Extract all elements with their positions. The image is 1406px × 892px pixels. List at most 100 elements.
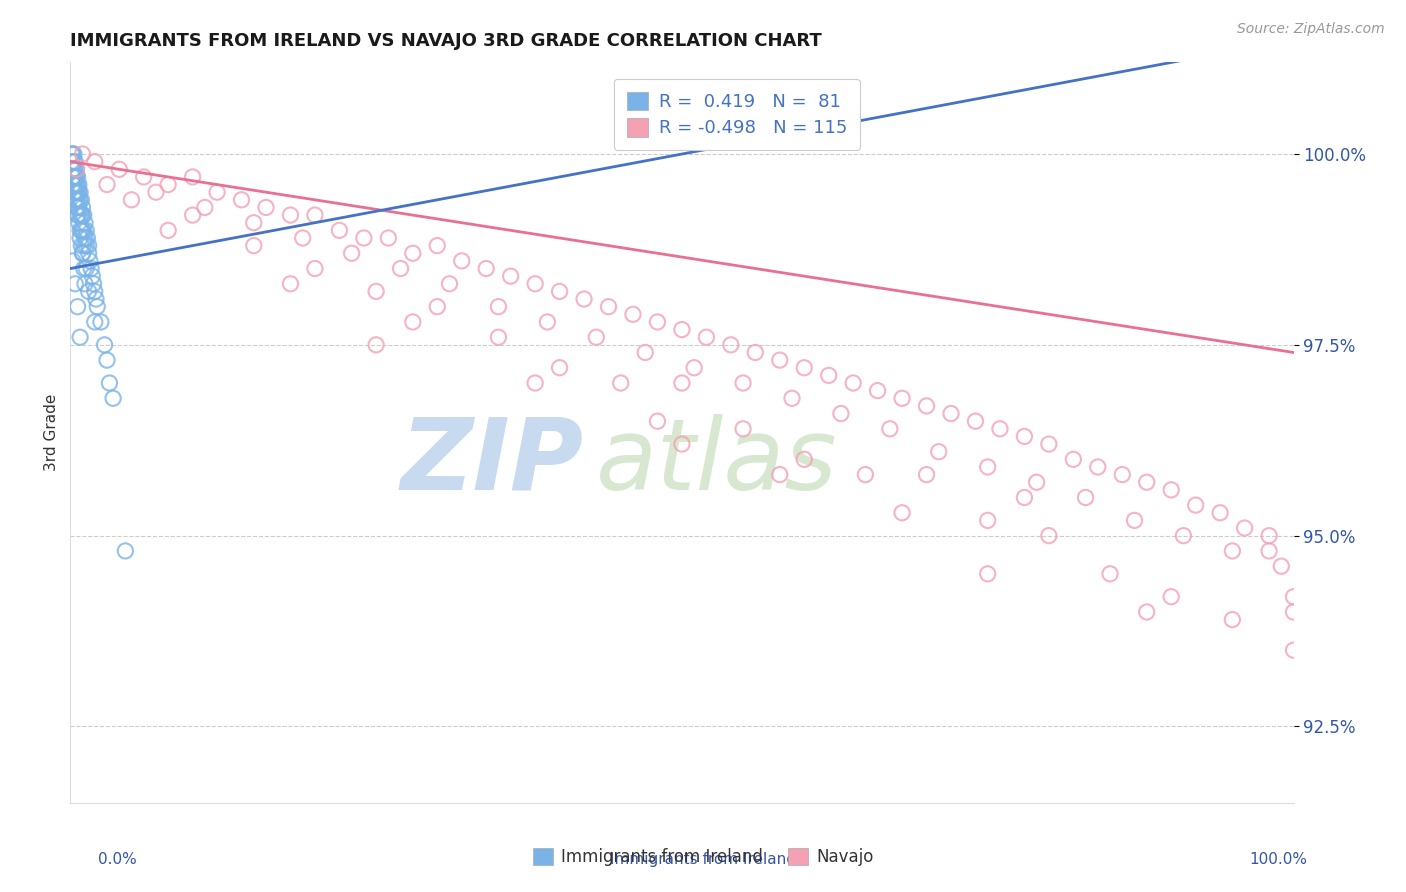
Point	[548, 285, 571, 299]
Text: atlas: atlas	[596, 414, 838, 511]
Point	[1184, 498, 1206, 512]
Point	[683, 360, 706, 375]
Point	[572, 292, 595, 306]
Point	[69, 330, 91, 344]
Point	[90, 315, 112, 329]
Point	[63, 147, 86, 161]
Point	[1136, 475, 1159, 490]
Point	[340, 246, 363, 260]
Point	[72, 246, 94, 260]
Point	[1099, 566, 1122, 581]
Point	[426, 238, 449, 252]
Point	[67, 178, 90, 192]
Point	[63, 154, 86, 169]
Point	[73, 231, 96, 245]
Point	[63, 169, 86, 184]
Point	[75, 238, 97, 252]
Point	[671, 322, 693, 336]
Point	[1087, 460, 1109, 475]
Point	[73, 238, 96, 252]
Point	[80, 261, 103, 276]
Point	[65, 169, 87, 184]
Point	[77, 285, 100, 299]
Point	[98, 376, 121, 390]
Point	[733, 422, 755, 436]
Point	[77, 238, 100, 252]
Point	[205, 185, 228, 199]
Point	[695, 330, 717, 344]
Point	[598, 300, 620, 314]
Point	[73, 223, 96, 237]
Point	[157, 223, 180, 237]
Point	[231, 193, 253, 207]
Point	[1220, 544, 1243, 558]
Point	[96, 353, 118, 368]
Point	[83, 315, 105, 329]
Point	[1074, 491, 1097, 505]
Point	[524, 277, 547, 291]
Point	[671, 376, 693, 390]
Point	[76, 231, 98, 245]
Point	[1160, 483, 1182, 497]
Point	[855, 467, 877, 482]
Point	[73, 261, 96, 276]
Point	[1111, 467, 1133, 482]
Point	[939, 407, 962, 421]
Point	[488, 300, 510, 314]
Point	[402, 315, 425, 329]
Point	[402, 246, 425, 260]
Point	[879, 422, 901, 436]
Point	[1160, 590, 1182, 604]
Point	[72, 246, 94, 260]
Point	[1038, 529, 1060, 543]
Point	[280, 277, 302, 291]
Point	[1038, 437, 1060, 451]
Point	[63, 185, 86, 199]
Point	[830, 407, 852, 421]
Text: Source: ZipAtlas.com: Source: ZipAtlas.com	[1237, 22, 1385, 37]
Text: 100.0%: 100.0%	[1250, 852, 1308, 867]
Point	[488, 330, 510, 344]
Point	[928, 444, 950, 458]
Point	[976, 513, 998, 527]
Point	[439, 277, 461, 291]
Point	[145, 185, 167, 199]
Point	[194, 201, 217, 215]
Point	[70, 208, 93, 222]
Point	[769, 467, 792, 482]
Point	[62, 147, 84, 161]
Point	[66, 169, 89, 184]
Point	[83, 285, 105, 299]
Text: ZIP: ZIP	[401, 414, 583, 511]
Point	[254, 201, 277, 215]
Point	[243, 216, 266, 230]
Point	[62, 178, 84, 192]
Point	[647, 315, 669, 329]
Point	[82, 269, 104, 284]
Point	[450, 253, 472, 268]
Point	[72, 223, 94, 237]
Point	[304, 261, 326, 276]
Point	[63, 178, 86, 192]
Point	[75, 223, 97, 237]
Point	[1062, 452, 1084, 467]
Point	[77, 246, 100, 260]
Point	[610, 376, 633, 390]
Point	[121, 193, 143, 207]
Point	[1258, 529, 1281, 543]
Point	[499, 269, 522, 284]
Point	[65, 185, 87, 199]
Point	[114, 544, 136, 558]
Text: 0.0%: 0.0%	[98, 852, 138, 867]
Point	[866, 384, 889, 398]
Point	[793, 452, 815, 467]
Text: IMMIGRANTS FROM IRELAND VS NAVAJO 3RD GRADE CORRELATION CHART: IMMIGRANTS FROM IRELAND VS NAVAJO 3RD GR…	[70, 32, 823, 50]
Point	[132, 169, 155, 184]
Point	[65, 201, 87, 215]
Point	[101, 391, 124, 405]
Point	[83, 154, 105, 169]
Point	[65, 193, 87, 207]
Point	[647, 414, 669, 428]
Point	[66, 208, 89, 222]
Point	[63, 277, 86, 291]
